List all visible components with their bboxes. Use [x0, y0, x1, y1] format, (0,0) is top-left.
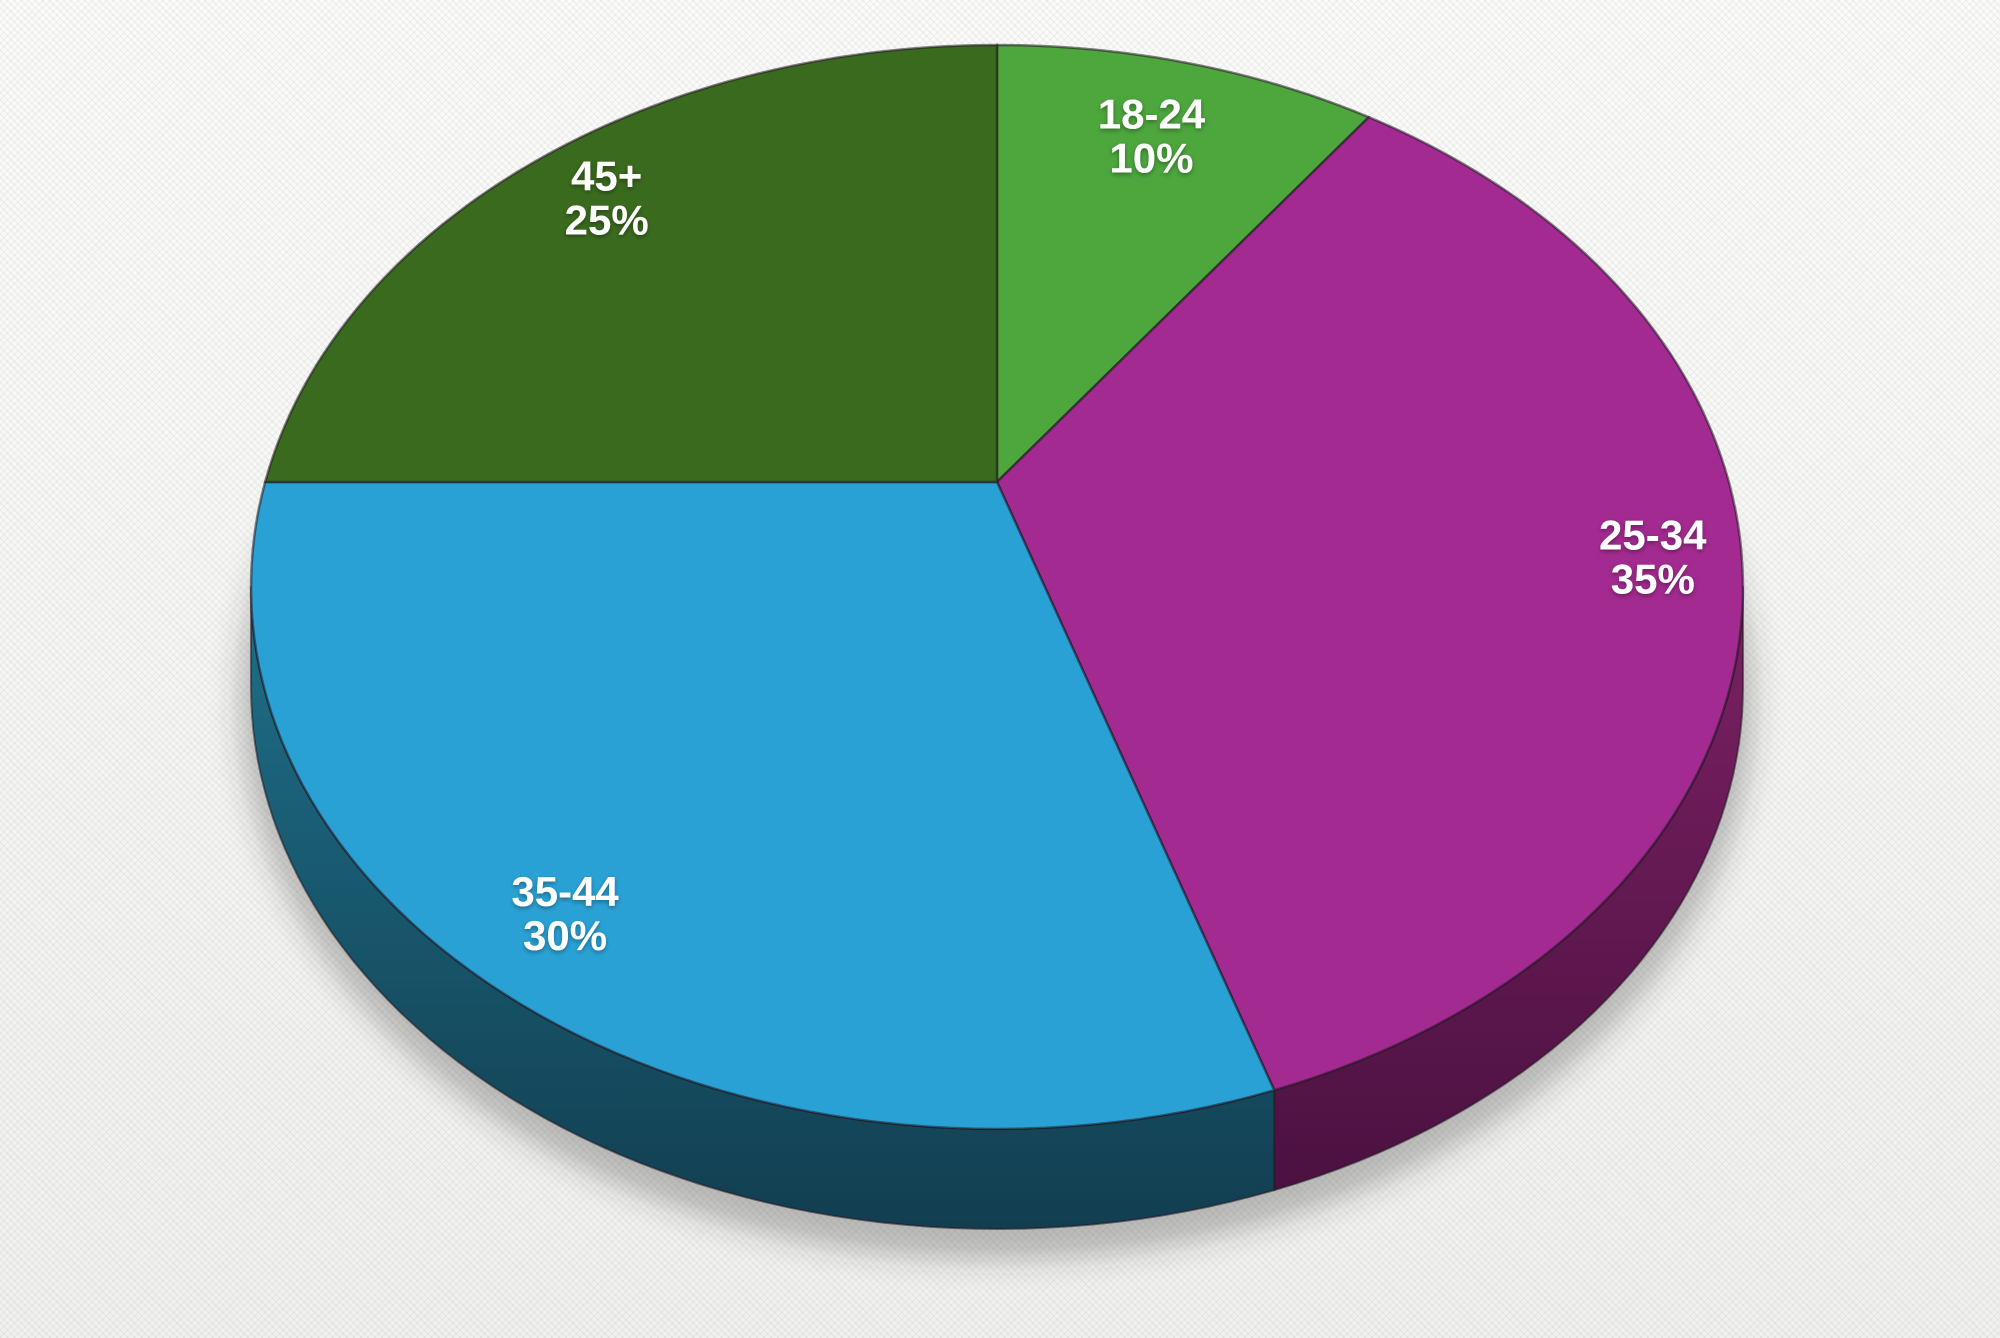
- slice-label-range: 25-34: [1599, 511, 1707, 558]
- slice-label-25-34: 25-34 35%: [1599, 511, 1707, 602]
- pie-slice-25-34: [995, 115, 1745, 1092]
- pie-slice-35-44: [249, 480, 1276, 1131]
- slice-label-18-24: 18-24 10%: [1098, 91, 1206, 182]
- slice-labels: 18-24 10% 25-34 35% 35-44 30% 45+ 25%: [511, 91, 1707, 959]
- slice-label-35-44: 35-44 30%: [511, 868, 619, 959]
- slice-label-percent: 10%: [1109, 135, 1193, 182]
- pie-slice-18-24: [995, 43, 1371, 484]
- slice-label-range: 45+: [571, 152, 642, 199]
- pie-slice-45+: [263, 43, 999, 484]
- slice-label-range: 18-24: [1098, 91, 1206, 138]
- slice-label-range: 35-44: [511, 868, 619, 915]
- slice-label-percent: 30%: [523, 912, 607, 959]
- slice-label-percent: 35%: [1611, 555, 1695, 602]
- slice-label-45+: 45+ 25%: [565, 152, 649, 243]
- slice-label-percent: 25%: [565, 196, 649, 243]
